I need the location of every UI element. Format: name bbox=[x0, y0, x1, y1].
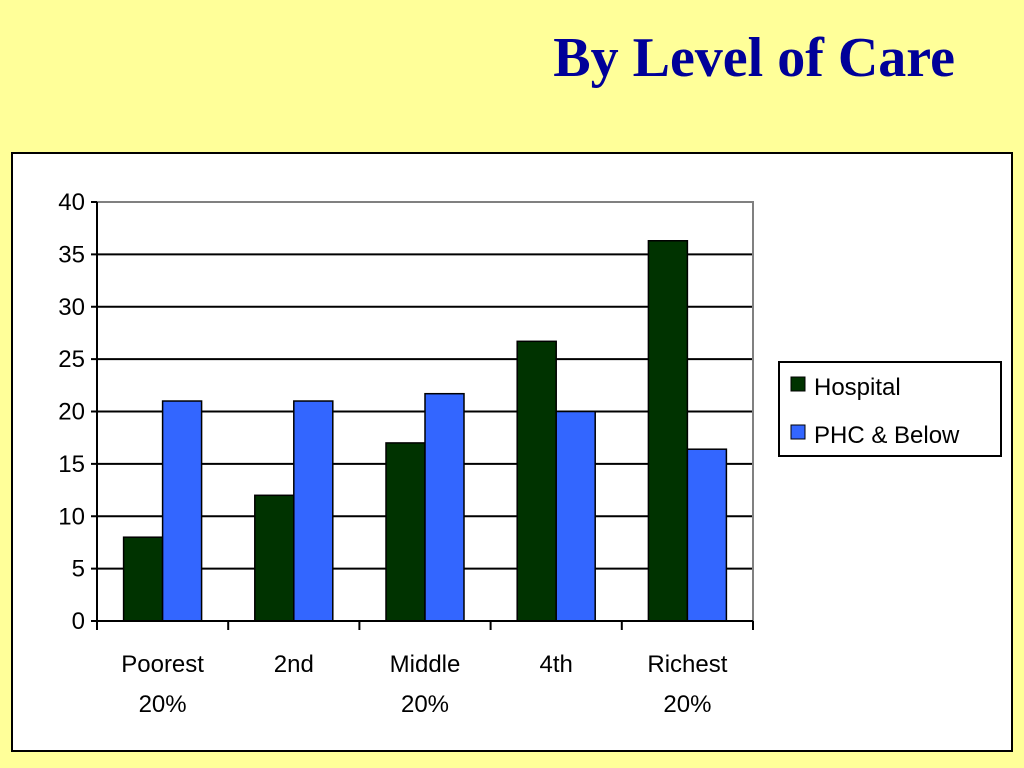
y-tick-label: 15 bbox=[58, 451, 85, 478]
bar-hospital bbox=[647, 240, 689, 622]
legend-label: PHC & Below bbox=[814, 422, 960, 449]
bar-phc-below bbox=[424, 392, 465, 622]
legend-swatch bbox=[790, 376, 806, 392]
chart-frame: 0 5 10 15 20 25 30 35 40 Poorest 20% 2nd Middle 20% 4… bbox=[11, 152, 1013, 752]
bar-phc-below bbox=[293, 400, 334, 622]
bar-phc-below bbox=[161, 400, 203, 622]
x-tick-label: 4th bbox=[540, 651, 573, 678]
y-tick-label: 5 bbox=[72, 556, 85, 583]
bar-phc-below bbox=[555, 410, 596, 622]
bar-hospital bbox=[254, 494, 295, 622]
y-tick-label: 25 bbox=[58, 346, 85, 373]
y-tick-label: 0 bbox=[72, 608, 85, 635]
legend-swatch bbox=[790, 424, 806, 440]
y-tick-label: 20 bbox=[58, 399, 85, 426]
y-tick-label: 30 bbox=[58, 294, 85, 321]
y-tick-labels: 0 5 10 15 20 25 30 35 40 bbox=[58, 189, 85, 635]
x-tick-label: 2nd bbox=[274, 651, 314, 678]
x-tick-labels: Poorest 20% 2nd Middle 20% 4th Richest 20% bbox=[121, 651, 728, 718]
bar-hospital bbox=[385, 442, 426, 622]
slide-title: By Level of Care bbox=[553, 27, 955, 89]
legend-label: Hospital bbox=[814, 374, 901, 401]
x-tick-label: Middle bbox=[390, 651, 461, 678]
plot-area-border bbox=[97, 201, 754, 621]
axes bbox=[91, 201, 754, 630]
x-tick-label: 20% bbox=[139, 691, 187, 718]
bar-hospital bbox=[122, 536, 164, 622]
legend-box bbox=[778, 361, 1002, 457]
x-tick-label: Poorest bbox=[121, 651, 204, 678]
legend: Hospital PHC & Below bbox=[778, 361, 1002, 457]
bars bbox=[122, 240, 728, 622]
bar-phc-below bbox=[686, 448, 728, 622]
bar-hospital bbox=[516, 340, 557, 622]
bar-chart: 0 5 10 15 20 25 30 35 40 Poorest 20% 2nd Middle 20% 4… bbox=[58, 189, 1002, 718]
y-tick-label: 35 bbox=[58, 241, 85, 268]
x-tick-label: 20% bbox=[663, 691, 711, 718]
y-tick-label: 40 bbox=[58, 189, 85, 216]
y-tick-label: 10 bbox=[58, 503, 85, 530]
x-tick-label: Richest bbox=[647, 651, 727, 678]
x-tick-label: 20% bbox=[401, 691, 449, 718]
